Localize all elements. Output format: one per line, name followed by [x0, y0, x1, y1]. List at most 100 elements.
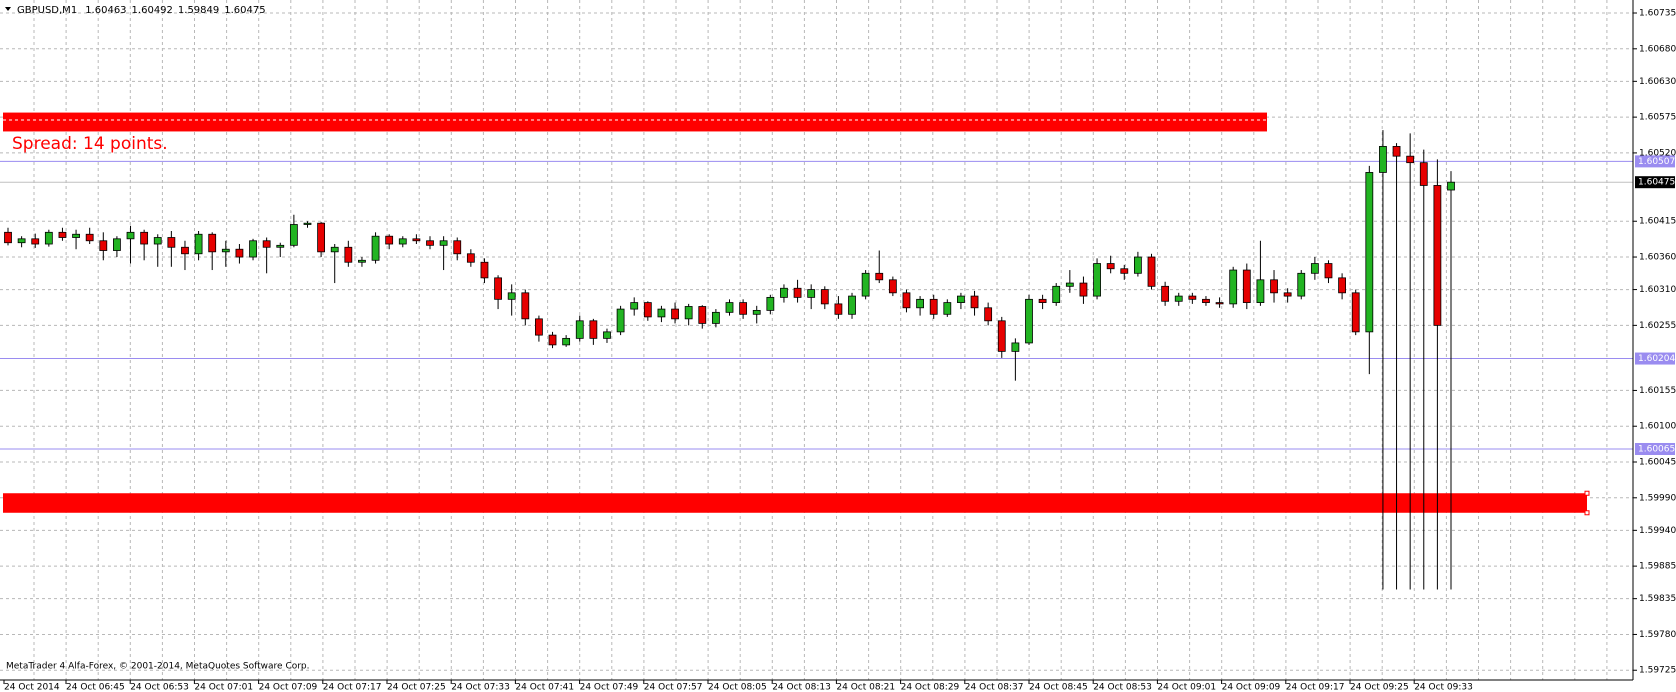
candle-body [1052, 285, 1061, 303]
y-tick-label: 1.59940 [1639, 526, 1676, 536]
zone [3, 493, 1587, 513]
x-tick-label: 24 Oct 07:41 [515, 683, 574, 692]
footer: MetaTrader 4 Alfa-Forex, © 2001-2014, Me… [6, 662, 310, 672]
candle-body [167, 237, 176, 248]
x-tick-label: 24 Oct 08:45 [1029, 683, 1088, 692]
candle-body [929, 298, 938, 315]
candle-body [575, 320, 584, 339]
candle-body [984, 307, 993, 322]
x-tick-label: 24 Oct 07:25 [387, 683, 446, 692]
candle-body [535, 318, 543, 336]
menu-arrow[interactable] [5, 7, 11, 11]
candle-body [466, 253, 475, 263]
candle-body [317, 222, 326, 253]
candle-body [303, 222, 312, 225]
candle-body [1433, 185, 1442, 326]
level-tag [1635, 442, 1675, 455]
x-tick-label: 24 Oct 06:45 [66, 683, 125, 692]
candle-body [521, 292, 530, 320]
y-tick-label: 1.60155 [1639, 386, 1676, 396]
candle-body [1215, 302, 1224, 305]
candle-body [4, 231, 12, 244]
x-tick-label: 24 Oct 07:49 [580, 683, 639, 692]
candle-body [208, 233, 217, 253]
x-tick-label: 24 Oct 09:01 [1157, 683, 1216, 692]
candle-body [766, 296, 775, 311]
candle-body [385, 235, 394, 245]
candle-body [194, 233, 203, 255]
candle-body [1093, 263, 1101, 297]
candle-body [1202, 298, 1210, 303]
y-tick-label: 1.60310 [1639, 285, 1676, 295]
candle-body [17, 238, 26, 244]
zone-handle [1584, 490, 1590, 496]
candle-body [262, 240, 271, 248]
candle-body [371, 235, 380, 261]
x-tick-label: 24 Oct 08:37 [965, 683, 1024, 692]
x-tick-label: 24 Oct 07:33 [451, 683, 510, 692]
level-tag [1635, 176, 1675, 189]
x-tick-label: 24 Oct 09:17 [1286, 683, 1345, 692]
candle-body [439, 240, 448, 246]
y-tick-label: 1.60630 [1639, 77, 1676, 87]
x-tick-label: 24 Oct 08:29 [901, 683, 960, 692]
high: 1.60492 [132, 5, 173, 16]
candle-body [780, 287, 788, 298]
candle-body [888, 279, 897, 294]
y-tick-label: 1.60735 [1639, 9, 1676, 19]
candle-body [1419, 162, 1428, 186]
x-tick-label: 24 Oct 07:17 [323, 683, 382, 692]
candle-body [957, 295, 965, 303]
candle-body [807, 289, 816, 298]
candle-body [603, 331, 611, 339]
candle-body [711, 311, 720, 324]
candle-body [249, 240, 257, 258]
candle-body [875, 272, 884, 281]
candle-body [412, 238, 421, 242]
candle-body [1025, 298, 1033, 344]
candle-body [1188, 295, 1197, 300]
x-tick-label: 24 Oct 08:05 [708, 683, 767, 692]
symbol: GBPUSD,M1 [17, 5, 77, 16]
y-tick-label: 1.59780 [1639, 630, 1676, 640]
candle-body [1011, 342, 1020, 352]
x-tick-label: 24 Oct 08:13 [772, 683, 831, 692]
candle-body [72, 233, 80, 238]
candle-body [848, 295, 856, 315]
candle-body [1283, 292, 1292, 297]
candle-body [126, 231, 135, 240]
candle-body [1297, 272, 1306, 297]
y-tick-label: 1.59885 [1639, 562, 1676, 572]
candle-body [916, 298, 924, 309]
candle-body [820, 289, 829, 305]
candle-body [548, 334, 557, 346]
close: 1.60475 [224, 5, 265, 16]
candle-body [1256, 279, 1265, 303]
candle-body [1338, 277, 1346, 294]
candle-body [1379, 146, 1387, 173]
candle-body [113, 238, 121, 251]
candle-body [698, 306, 707, 324]
candle-body [1106, 263, 1115, 270]
candle-body [1242, 269, 1251, 303]
y-tick-label: 1.60575 [1639, 113, 1676, 123]
candle-body [344, 246, 353, 263]
level-label: 1.60507 [1638, 157, 1675, 167]
candle-body [140, 231, 149, 245]
x-tick-label: 24 Oct 09:25 [1350, 683, 1409, 692]
candle-body [153, 237, 162, 245]
candle-body [330, 246, 339, 253]
candle-body [589, 320, 598, 339]
candle-body [1324, 263, 1333, 279]
spread-label: Spread: 14 points. [12, 134, 168, 154]
candle-body [1147, 256, 1156, 287]
candle-body [494, 277, 502, 300]
candle-body [58, 231, 67, 238]
candle-body [834, 303, 843, 315]
candle-body [221, 248, 230, 253]
candle-body [235, 248, 244, 258]
candle-body [1065, 282, 1074, 287]
